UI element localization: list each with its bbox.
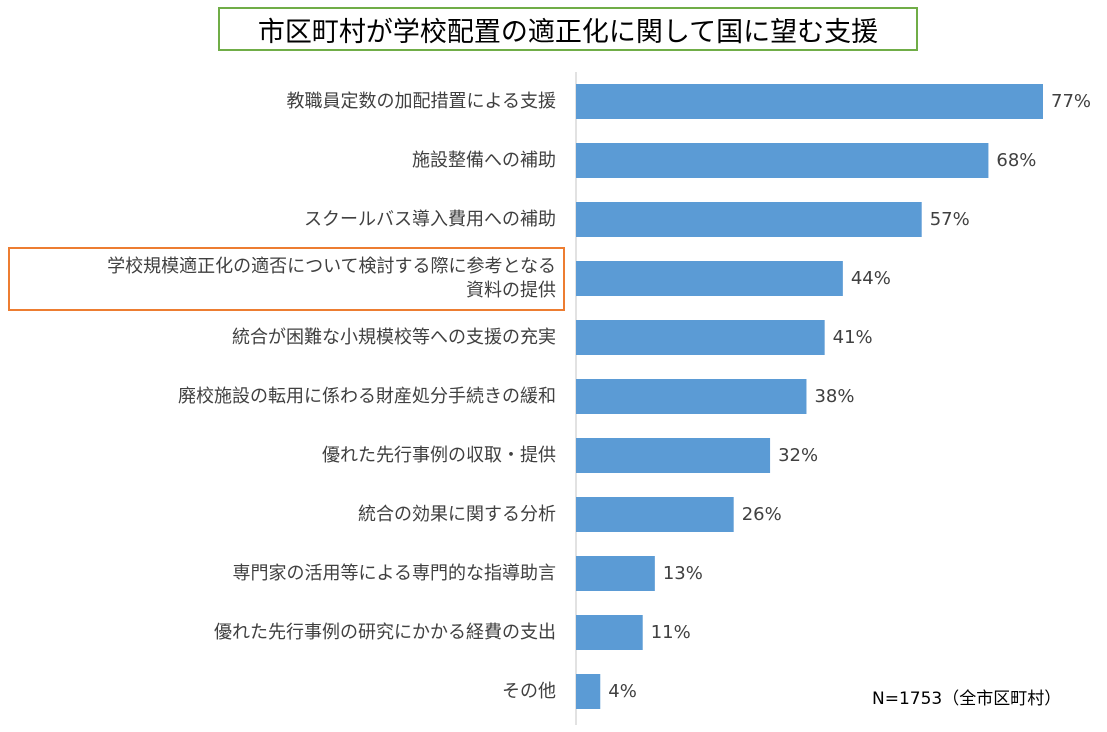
category-label: 施設整備への補助 [412,150,556,171]
bar-value-label: 4% [608,681,637,702]
bar-value-label: 77% [1051,91,1091,112]
bar-value-label: 11% [651,622,691,643]
category-label: 優れた先行事例の研究にかかる経費の支出 [214,622,556,643]
category-label: 統合が困難な小規模校等への支援の充実 [232,327,556,348]
category-label: 教職員定数の加配措置による支援 [287,91,556,112]
bar [576,497,734,532]
bar [576,84,1043,119]
category-label: スクールバス導入費用への補助 [304,209,556,230]
bar [576,261,843,296]
bar-value-label: 32% [778,445,818,466]
highlight-box [8,247,565,311]
bar [576,438,771,473]
bar-value-label: 44% [851,268,891,289]
sample-size-note: N=1753（全市区町村） [872,689,1062,709]
category-label: 優れた先行事例の収取・提供 [322,445,556,466]
bar-value-label: 57% [930,209,970,230]
bar [576,202,922,237]
category-label: 学校規模適正化の適否について検討する際に参考となる [107,256,556,277]
bar [576,379,807,414]
category-label: 専門家の活用等による専門的な指導助言 [233,563,556,584]
category-label: その他 [502,681,556,702]
chart-title: 市区町村が学校配置の適正化に関して国に望む支援 [218,7,918,51]
bar [576,615,643,650]
bar-value-label: 38% [814,386,854,407]
bar [576,143,989,178]
bar-value-label: 41% [833,327,873,348]
category-label: 廃校施設の転用に係わる財産処分手続きの緩和 [178,386,556,407]
bar [576,674,601,709]
bar [576,320,825,355]
category-label: 統合の効果に関する分析 [358,504,556,525]
bar-value-label: 13% [663,563,703,584]
bar-value-label: 68% [996,150,1036,171]
bar [576,556,655,591]
category-label: 資料の提供 [466,280,556,301]
bar-value-label: 26% [742,504,782,525]
